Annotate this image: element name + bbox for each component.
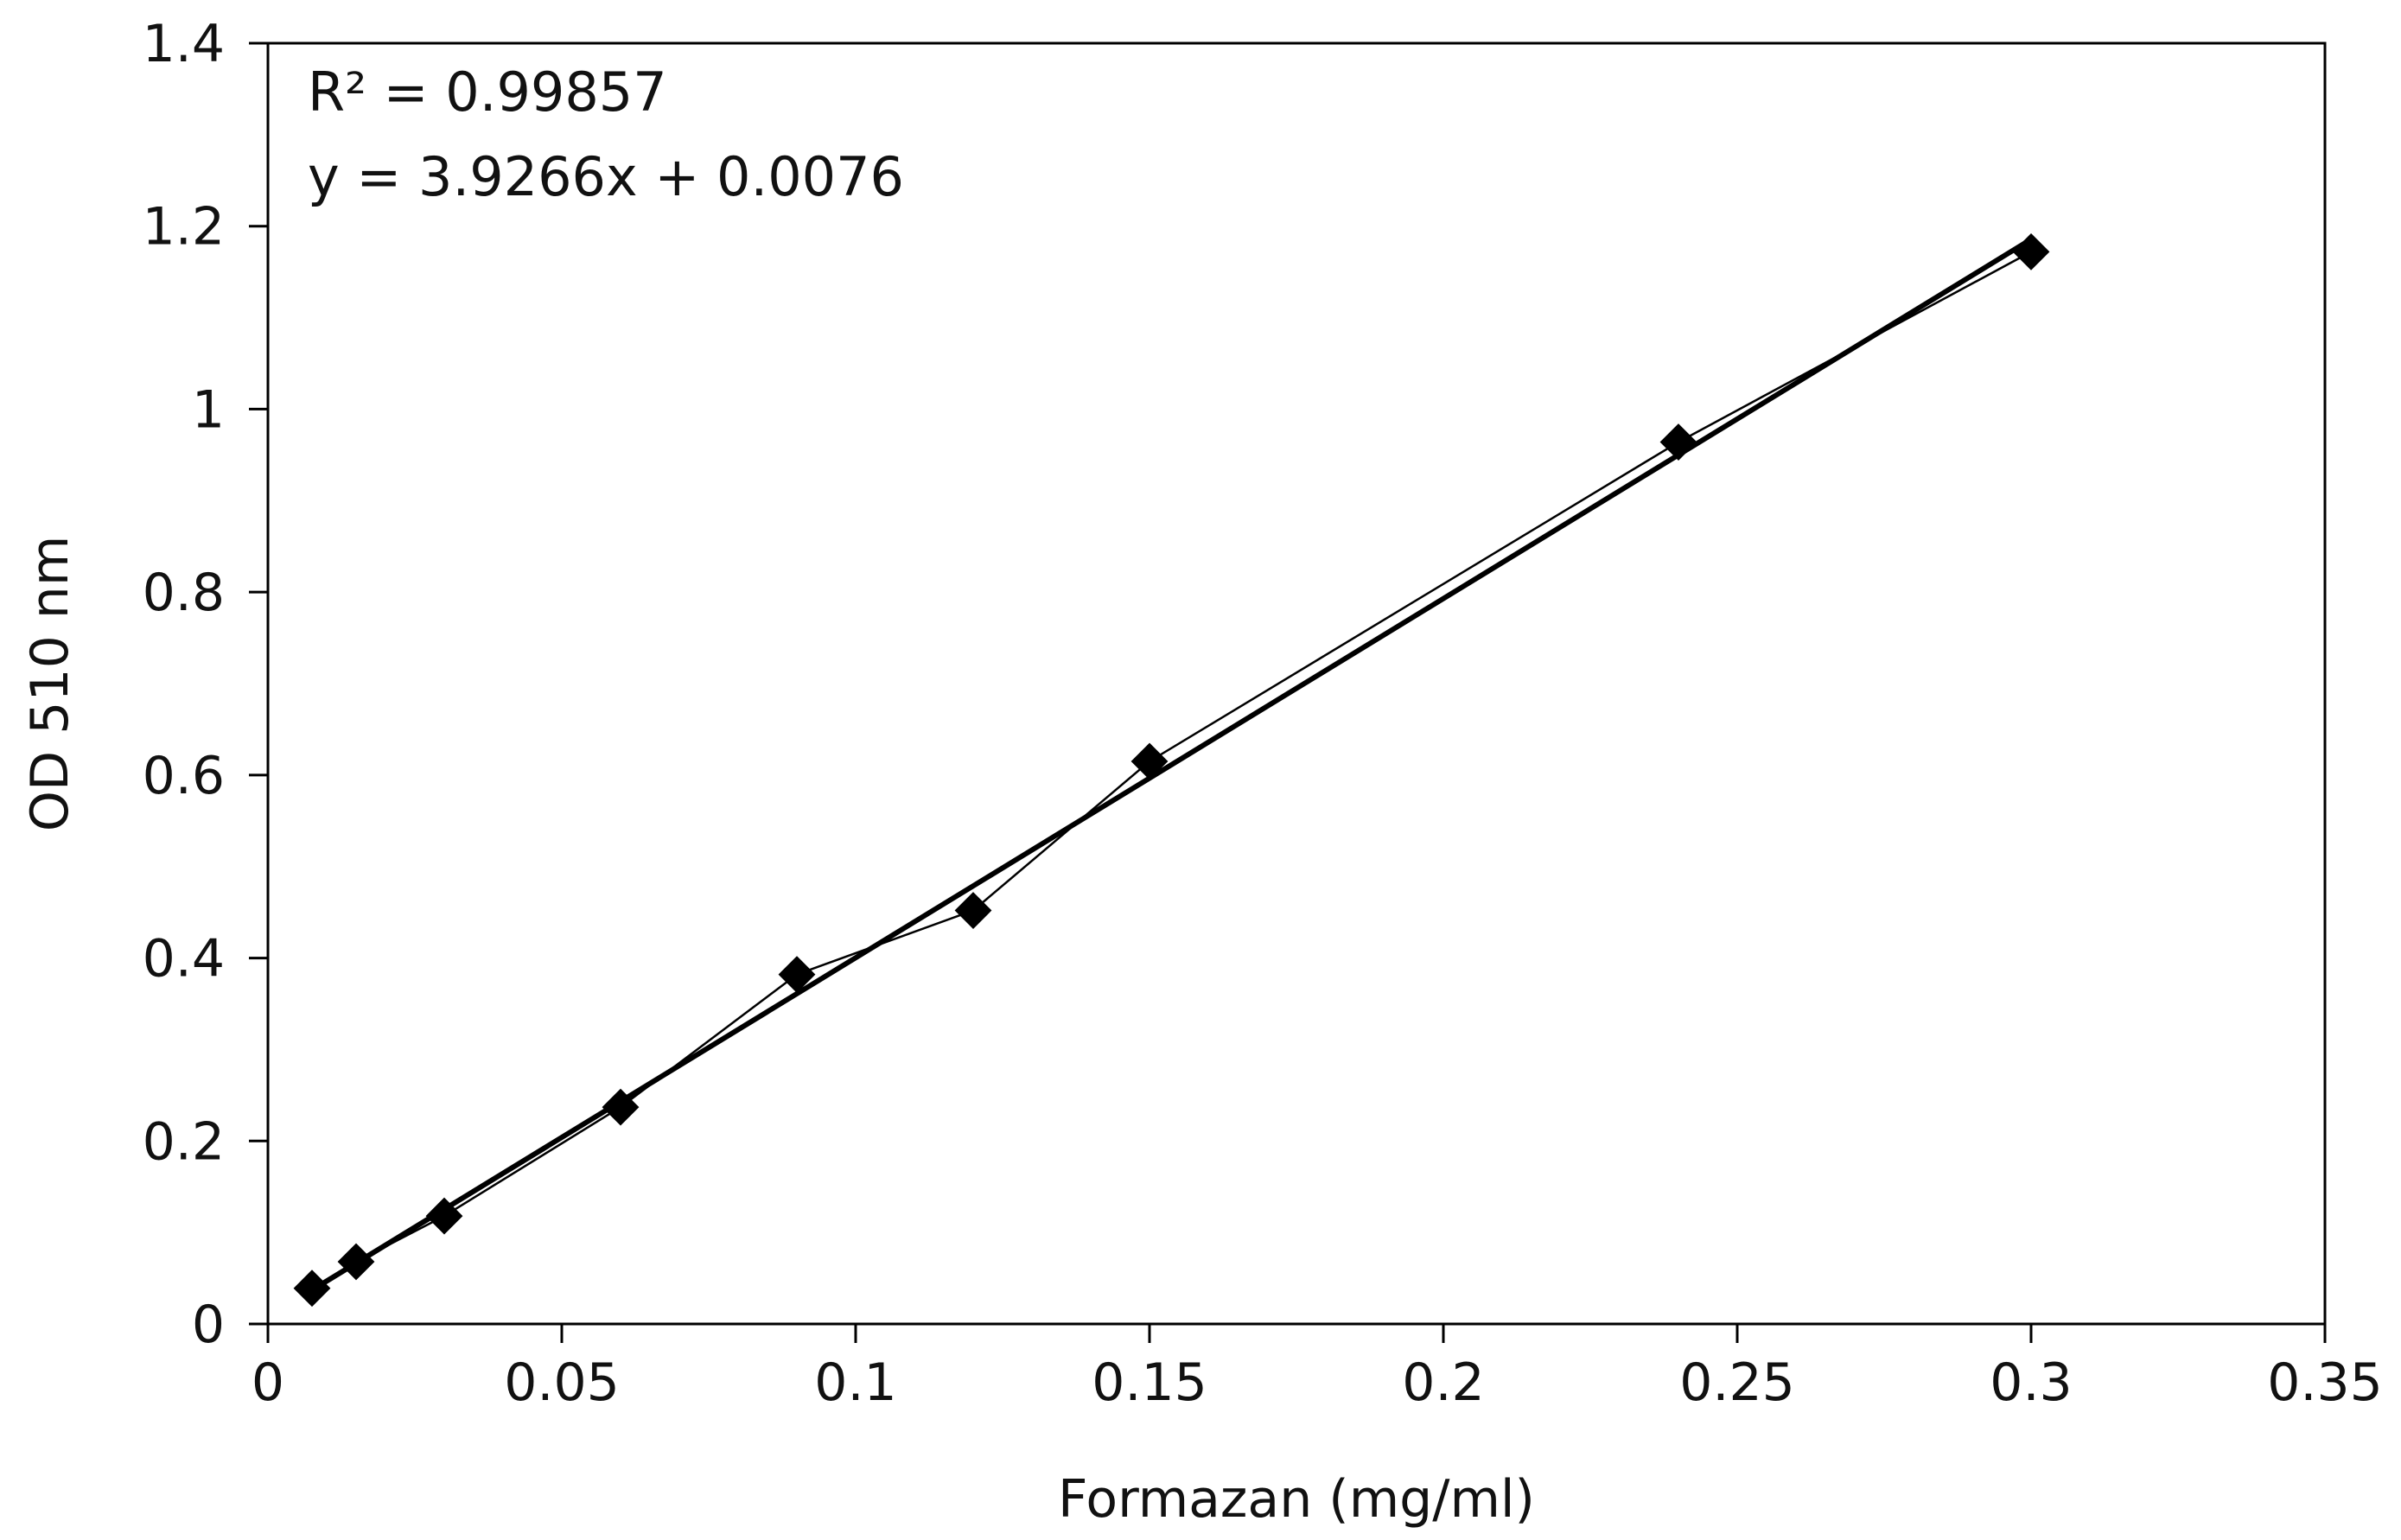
y-tick-label: 0 [192, 1295, 225, 1355]
y-tick-label: 1.2 [143, 197, 225, 258]
x-tick-label: 0.2 [1402, 1352, 1484, 1413]
x-tick-label: 0.1 [814, 1352, 896, 1413]
plot-area [266, 41, 2327, 1326]
x-tick-label: 0 [252, 1352, 284, 1413]
y-tick-label: 0.2 [143, 1111, 225, 1172]
trendline [310, 237, 2033, 1293]
x-axis-tick-labels: 0 0.05 0.1 0.15 0.2 0.25 0.3 0.35 [252, 1352, 2383, 1413]
y-axis-title: OD 510 nm [20, 536, 80, 832]
data-point-marker [2012, 232, 2050, 270]
data-point-marker [602, 1088, 640, 1126]
x-axis-title: Formazan (mg/ml) [1058, 1469, 1535, 1530]
trendline-group [310, 237, 2033, 1293]
x-tick-label: 0.35 [2267, 1352, 2383, 1413]
r-squared-annotation: R² = 0.99857 [308, 60, 667, 124]
data-point-marker [293, 1270, 331, 1308]
y-tick-label: 1 [192, 379, 225, 440]
equation-annotation: y = 3.9266x + 0.0076 [308, 145, 904, 208]
y-tick-label: 0.8 [143, 563, 225, 623]
data-point-marker [778, 956, 816, 994]
x-tick-label: 0.05 [504, 1352, 620, 1413]
y-tick-label: 0.6 [143, 746, 225, 806]
x-tick-label: 0.25 [1679, 1352, 1795, 1413]
y-axis-tick-labels: 0 0.2 0.4 0.6 0.8 1 1.2 1.4 [143, 14, 225, 1355]
data-point-marker [1130, 742, 1169, 780]
x-tick-label: 0.15 [1092, 1352, 1207, 1413]
data-markers [293, 232, 2050, 1308]
x-tick-label: 0.3 [1990, 1352, 2072, 1413]
x-axis-ticks [266, 1324, 2327, 1343]
data-point-marker [954, 892, 992, 929]
y-tick-label: 0.4 [143, 929, 225, 990]
data-point-marker [425, 1197, 463, 1235]
data-point-marker [1659, 423, 1697, 461]
y-axis-ticks [249, 41, 268, 1326]
data-point-marker [337, 1243, 375, 1281]
y-tick-label: 1.4 [143, 14, 225, 74]
